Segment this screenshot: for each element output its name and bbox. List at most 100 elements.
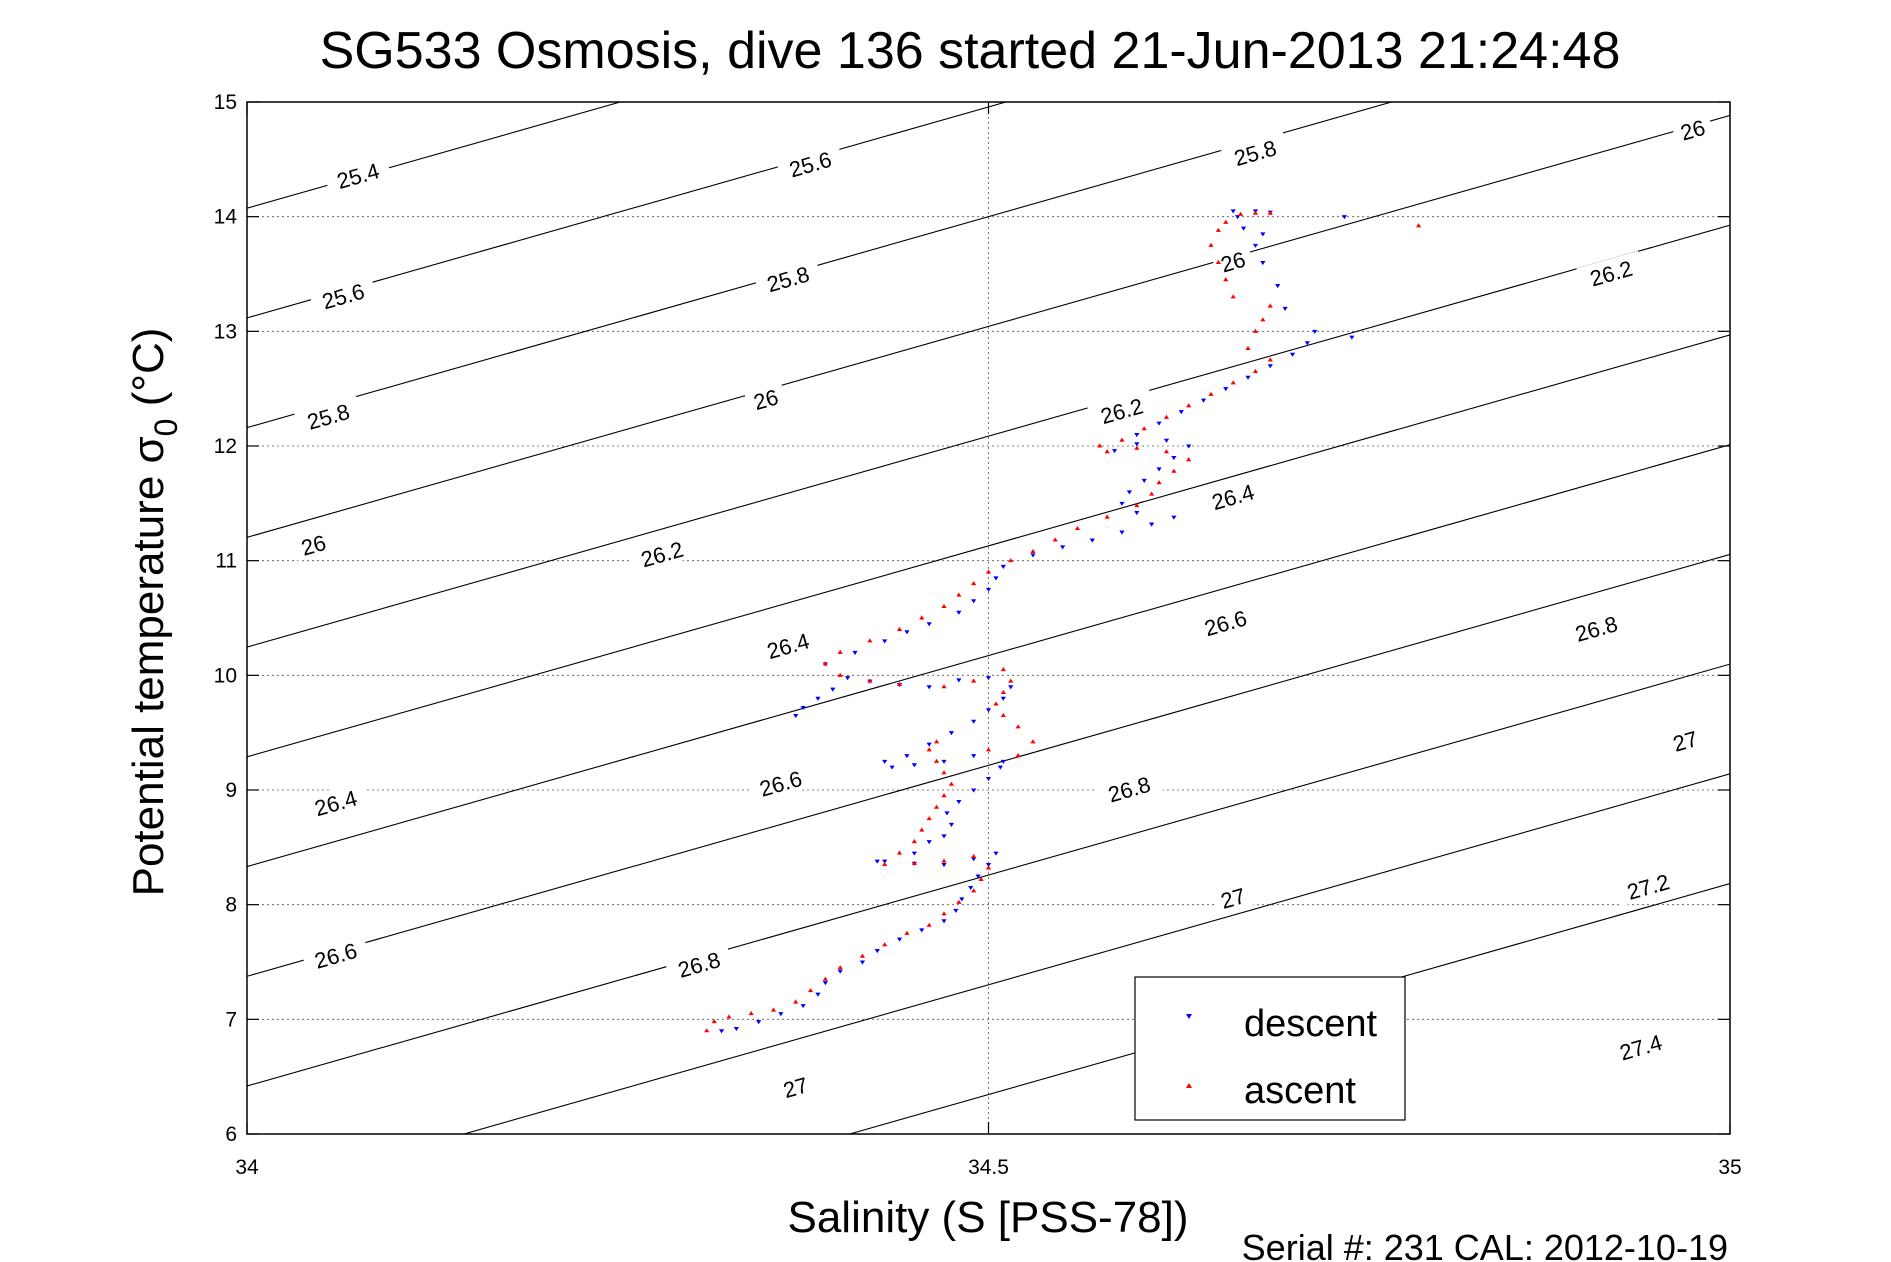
ascent-point — [896, 850, 903, 855]
ascent-point — [1267, 210, 1273, 215]
ascent-point — [1208, 391, 1214, 396]
descent-point — [941, 919, 947, 924]
ascent-point — [1015, 753, 1021, 758]
ascent-point — [837, 672, 843, 677]
isopycnal-label-bg — [1663, 722, 1707, 758]
isopycnal-label-bg — [745, 761, 815, 804]
isopycnal-label-group: 26.8 — [664, 942, 734, 985]
descent-point — [985, 863, 992, 868]
descent-point — [926, 685, 932, 690]
y-tick-label: 8 — [225, 894, 237, 917]
ascent-point — [837, 965, 843, 970]
isopycnal-line — [247, 444, 1730, 868]
descent-point — [882, 859, 888, 864]
descent-point — [1240, 226, 1247, 231]
ascent-point — [978, 876, 984, 881]
x-tick-label: 34 — [235, 1156, 259, 1179]
descent-point — [1156, 467, 1162, 472]
y-tick-label: 9 — [225, 779, 237, 802]
descent-point — [1030, 553, 1036, 558]
ascent-point — [882, 861, 888, 867]
ascent-point — [1171, 468, 1177, 473]
isopycnal-label-bg — [291, 526, 336, 562]
isopycnal-label-bg — [1613, 864, 1683, 907]
ascent-point — [837, 649, 843, 654]
isopycnal-line — [247, 114, 1730, 538]
ascent-point — [919, 615, 925, 620]
ascent-point — [926, 747, 932, 752]
ascent-point — [1208, 242, 1214, 247]
ascent-point — [941, 858, 947, 863]
descent-point — [837, 969, 843, 974]
descent-point — [971, 754, 977, 759]
descent-point — [822, 981, 828, 986]
descent-point — [956, 610, 962, 615]
isopycnal-labels: 25.425.625.82626.426.625.625.82626.226.4… — [291, 111, 1715, 1104]
isopycnal-line — [247, 102, 621, 209]
y-axis-label-main: Potential temperature σ — [124, 436, 173, 896]
descent-point — [778, 1012, 784, 1017]
ascent-point — [933, 758, 940, 763]
scatter-points — [704, 209, 1422, 1034]
descent-point — [830, 687, 836, 692]
ascent-point — [911, 860, 917, 865]
ascent-point — [1134, 445, 1140, 450]
descent-point — [1252, 243, 1259, 248]
isopycnal-line — [247, 334, 1730, 758]
descent-point — [1000, 564, 1006, 569]
descent-point — [993, 576, 999, 581]
ascent-point — [1074, 525, 1081, 531]
descent-point — [956, 799, 962, 805]
ascent-point — [971, 678, 977, 683]
ascent-point — [1015, 724, 1021, 729]
isopycnal-label-bg — [627, 531, 697, 575]
descent-point — [971, 857, 977, 862]
isopycnal-line — [247, 102, 1007, 319]
legend-entry-descent: descent — [1244, 1003, 1378, 1045]
ascent-point — [1260, 317, 1266, 322]
ascent-point — [993, 701, 999, 706]
descent-point — [1304, 341, 1310, 346]
descent-point — [1141, 478, 1147, 483]
descent-point — [882, 759, 888, 764]
descent-point — [1126, 490, 1132, 495]
descent-point — [968, 885, 974, 891]
descent-point — [904, 630, 910, 635]
descent-point — [845, 676, 851, 681]
isopycnal-label-bg — [773, 1068, 817, 1104]
descent-point — [1341, 215, 1348, 220]
descent-point — [941, 834, 947, 839]
ascent-point — [956, 899, 962, 904]
isopycnal-label-bg — [1606, 1024, 1675, 1068]
ascent-point — [807, 988, 814, 993]
legend-entry-ascent: ascent — [1244, 1070, 1356, 1112]
legend: descent ascent — [1134, 976, 1406, 1121]
y-tick-label: 10 — [214, 664, 237, 687]
isopycnal-line — [247, 102, 1392, 429]
ascent-point — [1267, 303, 1273, 308]
descent-point — [959, 897, 965, 902]
descent-point — [953, 908, 959, 913]
ascent-point — [711, 1019, 717, 1024]
ascent-point — [1252, 210, 1259, 215]
descent-point — [941, 863, 947, 868]
descent-point — [852, 650, 858, 655]
descent-point — [1149, 522, 1155, 527]
descent-point — [904, 754, 910, 759]
ascent-point — [971, 853, 977, 859]
descent-point — [1111, 449, 1118, 454]
descent-point — [1223, 387, 1229, 392]
ascent-point — [748, 1011, 754, 1016]
descent-point — [815, 992, 821, 997]
descent-point — [1267, 364, 1273, 369]
isopycnal-label-bg — [753, 256, 823, 300]
x-axis-label: Salinity (S [PSS-78]) — [787, 1193, 1188, 1242]
isopycnal-label-group: 27.2 — [1613, 864, 1683, 907]
descent-point — [1260, 261, 1266, 266]
ascent-point — [867, 638, 873, 643]
ascent-point — [1008, 558, 1014, 563]
ascent-point — [1415, 223, 1422, 228]
ascent-point — [1097, 443, 1103, 448]
isopycnal-label-bg — [1094, 766, 1164, 810]
